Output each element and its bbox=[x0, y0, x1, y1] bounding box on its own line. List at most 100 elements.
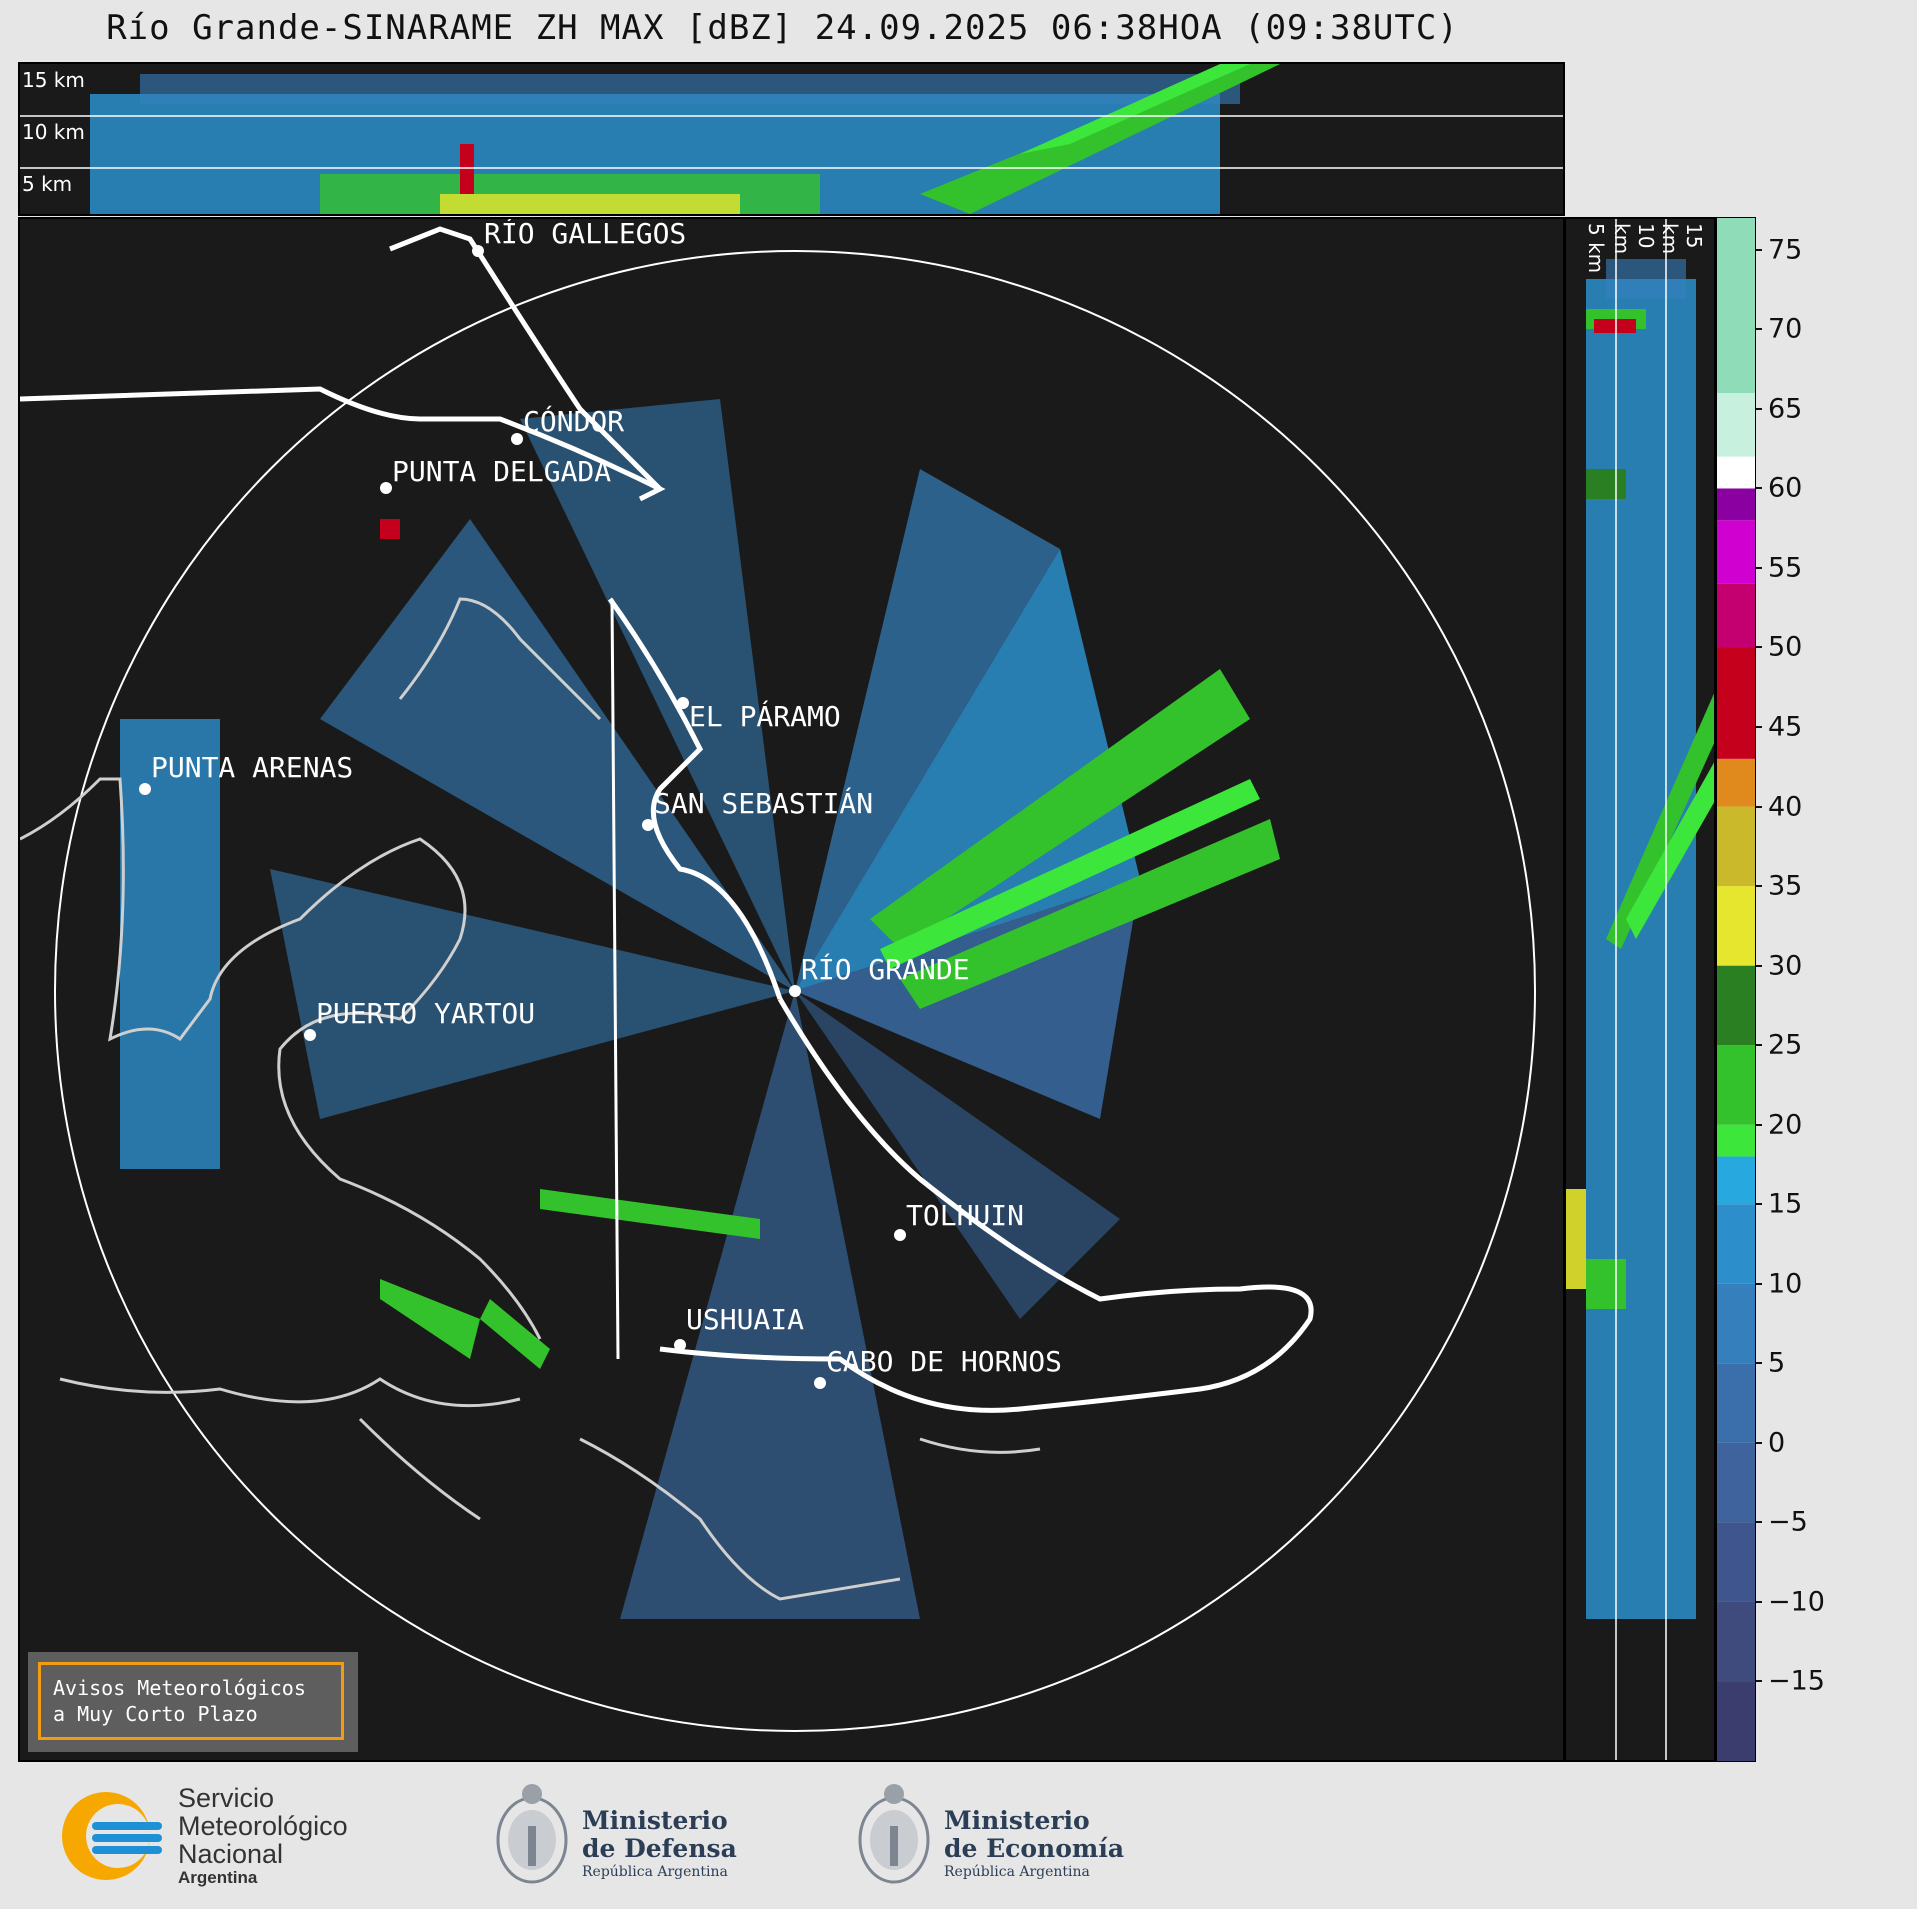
smn-name: Servicio Meteorológico Nacional Argentin… bbox=[178, 1784, 348, 1888]
side-cross-section-canvas bbox=[1566, 219, 1714, 1760]
colorbar-band bbox=[1717, 806, 1755, 887]
colorbar-tick-label: 50 bbox=[1768, 631, 1803, 663]
colorbar-band bbox=[1717, 965, 1755, 1046]
city-label-cabo-de-hornos: CABO DE HORNOS bbox=[826, 1345, 1063, 1378]
colorbar-band bbox=[1717, 488, 1755, 521]
top-cross-section: 15 km 10 km 5 km bbox=[18, 62, 1565, 216]
colorbar-tick bbox=[1756, 1600, 1762, 1603]
colorbar-bands bbox=[1717, 218, 1755, 1761]
economia-line-2: de Economía bbox=[944, 1834, 1125, 1863]
colorbar-band bbox=[1717, 1124, 1755, 1157]
economia-line-3: República Argentina bbox=[944, 1864, 1090, 1880]
colorbar-band bbox=[1717, 1681, 1755, 1761]
city-dot-cabo-de-hornos bbox=[814, 1377, 826, 1389]
radar-map[interactable]: RÍO GALLEGOS CÓNDOR PUNTA DELGADA PUNTA … bbox=[18, 217, 1565, 1762]
colorbar-tick-label: 5 bbox=[1768, 1347, 1786, 1379]
colorbar-tick-label: −5 bbox=[1768, 1506, 1808, 1538]
km-label-15: 15 km bbox=[22, 68, 85, 92]
colorbar-tick-label: 0 bbox=[1768, 1427, 1786, 1459]
boundaries bbox=[20, 226, 1314, 1413]
colorbar-tick bbox=[1756, 566, 1762, 569]
defensa-line-1: Ministerio bbox=[582, 1806, 728, 1835]
colorbar-tick-label: 35 bbox=[1768, 870, 1803, 902]
colorbar-tick bbox=[1756, 805, 1762, 808]
city-label-puerto-yartou: PUERTO YARTOU bbox=[316, 997, 536, 1030]
colorbar-band bbox=[1717, 886, 1755, 966]
city-dot-el-paramo bbox=[677, 697, 689, 709]
colorbar-tick-label: 60 bbox=[1768, 472, 1803, 504]
colorbar-tick-label: 20 bbox=[1768, 1109, 1803, 1141]
colorbar-tick bbox=[1756, 1521, 1762, 1524]
city-dot-punta-delgada bbox=[380, 482, 392, 494]
colorbar-tick bbox=[1756, 1203, 1762, 1206]
colorbar-tick-label: 65 bbox=[1768, 393, 1803, 425]
city-dot-ushuaia bbox=[674, 1339, 686, 1351]
km-label-side-15: 15 km bbox=[1658, 223, 1706, 255]
smn-line-1: Servicio bbox=[178, 1783, 275, 1813]
colorbar-band bbox=[1717, 583, 1755, 648]
city-dot-tolhuin bbox=[894, 1229, 906, 1241]
city-label-punta-delgada: PUNTA DELGADA bbox=[392, 455, 612, 488]
city-dot-rio-gallegos bbox=[472, 245, 484, 257]
radar-echoes bbox=[120, 399, 1280, 1619]
km-label-10: 10 km bbox=[22, 120, 85, 144]
colorbar-band bbox=[1717, 520, 1755, 584]
colorbar-band bbox=[1717, 1156, 1755, 1205]
colorbar-band bbox=[1717, 1204, 1755, 1284]
side-cross-section: 5 km 10 km 15 km bbox=[1564, 217, 1716, 1762]
smn-logo-icon bbox=[62, 1792, 162, 1880]
alert-box[interactable]: Avisos Meteorológicos a Muy Corto Plazo bbox=[28, 1652, 358, 1752]
colorbar-tick-label: 15 bbox=[1768, 1188, 1803, 1220]
defensa-line-2: de Defensa bbox=[582, 1834, 737, 1863]
colorbar-band bbox=[1717, 1283, 1755, 1364]
colorbar-band bbox=[1717, 1442, 1755, 1523]
colorbar-tick bbox=[1756, 1044, 1762, 1047]
colorbar-tick bbox=[1756, 885, 1762, 888]
city-label-tolhuin: TOLHUIN bbox=[906, 1199, 1025, 1232]
defensa-line-3: República Argentina bbox=[582, 1864, 728, 1880]
alert-line-2: a Muy Corto Plazo bbox=[53, 1702, 258, 1726]
page-title: Río Grande-SINARAME ZH MAX [dBZ] 24.09.2… bbox=[106, 8, 1459, 48]
colorbar-tick bbox=[1756, 248, 1762, 251]
km-label-side-5: 5 km bbox=[1584, 223, 1608, 274]
colorbar-tick bbox=[1756, 1123, 1762, 1126]
km-label-side-10: 10 km bbox=[1610, 223, 1658, 255]
colorbar-tick-label: 55 bbox=[1768, 552, 1803, 584]
colorbar-tick bbox=[1756, 328, 1762, 331]
city-dot-rio-grande bbox=[789, 985, 801, 997]
colorbar-band bbox=[1717, 456, 1755, 489]
colorbar-tick bbox=[1756, 1441, 1762, 1444]
colorbar-band bbox=[1717, 1601, 1755, 1682]
city-dot-puerto-yartou bbox=[304, 1029, 316, 1041]
economia-seal bbox=[856, 1776, 932, 1900]
colorbar-band bbox=[1717, 1045, 1755, 1125]
colorbar bbox=[1716, 217, 1756, 1762]
colorbar-band bbox=[1717, 647, 1755, 759]
colorbar-tick-label: −10 bbox=[1768, 1586, 1825, 1618]
colorbar-tick-label: 70 bbox=[1768, 313, 1803, 345]
seal-icon bbox=[496, 1784, 568, 1884]
city-dot-condor bbox=[511, 433, 523, 445]
top-cross-section-canvas bbox=[20, 64, 1563, 214]
colorbar-band bbox=[1717, 218, 1755, 393]
economia-line-1: Ministerio bbox=[944, 1806, 1090, 1835]
defensa-seal bbox=[494, 1776, 570, 1900]
city-label-san-sebastian: SAN SEBASTIÁN bbox=[654, 787, 874, 820]
colorbar-tick-label: 25 bbox=[1768, 1029, 1803, 1061]
colorbar-band bbox=[1717, 1363, 1755, 1443]
city-label-rio-grande: RÍO GRANDE bbox=[801, 953, 970, 986]
smn-logo bbox=[56, 1786, 166, 1886]
city-dot-san-sebastian bbox=[642, 819, 654, 831]
city-label-ushuaia: USHUAIA bbox=[686, 1303, 805, 1336]
seal-icon bbox=[858, 1784, 930, 1884]
colorbar-tick bbox=[1756, 646, 1762, 649]
colorbar-band bbox=[1717, 758, 1755, 807]
radar-range-ring bbox=[54, 250, 1536, 1732]
border-line bbox=[610, 598, 620, 1360]
colorbar-tick bbox=[1756, 1282, 1762, 1285]
city-dot-punta-arenas bbox=[139, 783, 151, 795]
city-label-condor: CÓNDOR bbox=[523, 405, 625, 438]
colorbar-tick bbox=[1756, 1680, 1762, 1683]
colorbar-band bbox=[1717, 392, 1755, 457]
colorbar-tick-label: 10 bbox=[1768, 1268, 1803, 1300]
